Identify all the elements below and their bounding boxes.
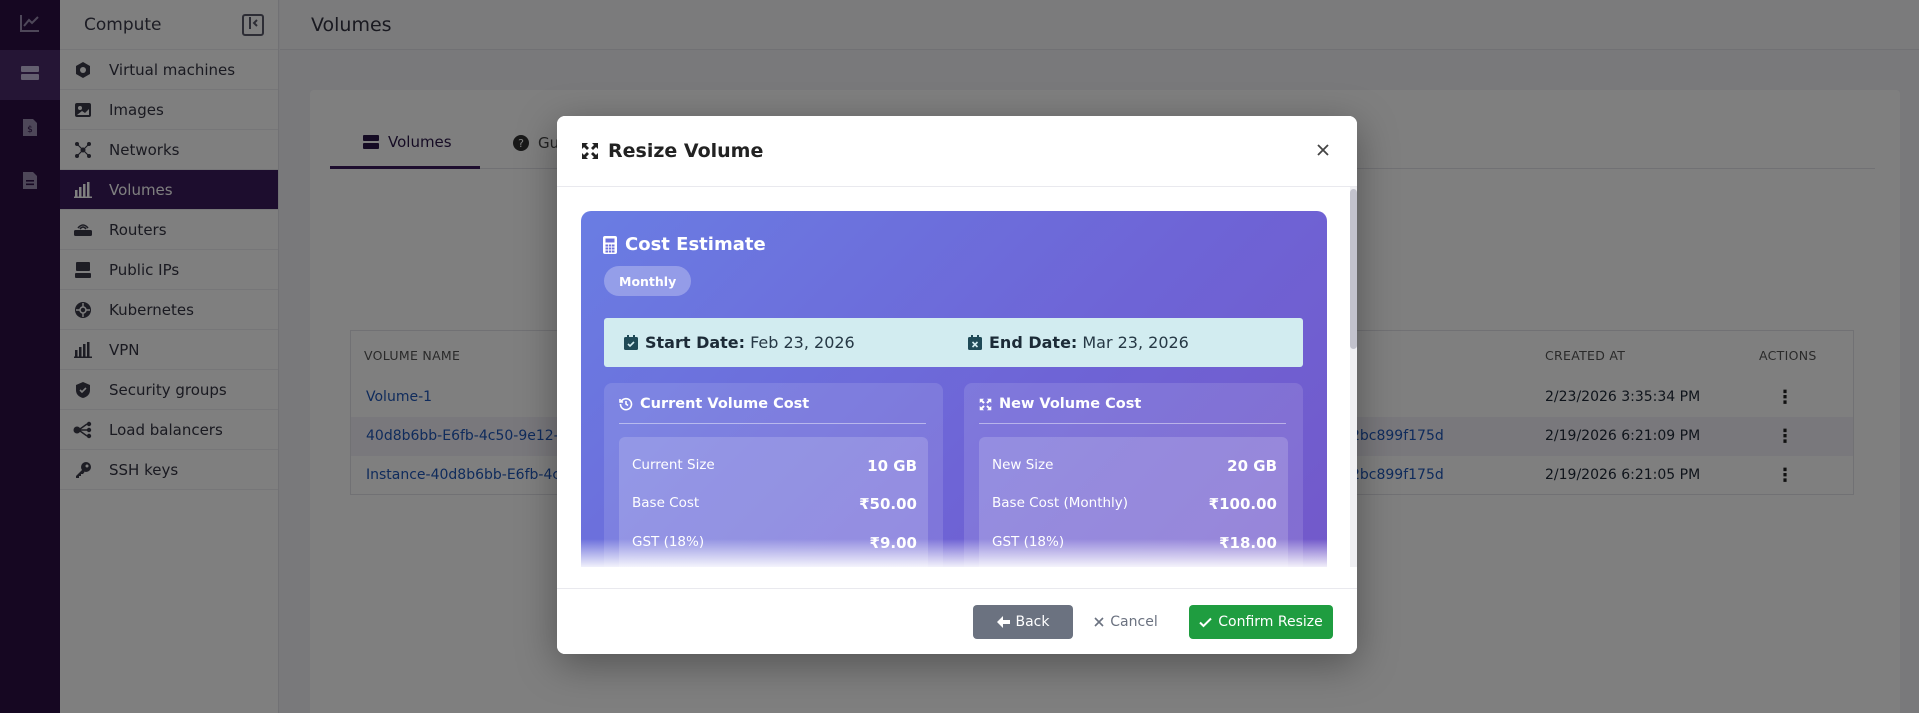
base-cost-label: Base Cost (632, 495, 700, 511)
divider (979, 423, 1286, 424)
back-button[interactable]: Back (973, 605, 1073, 639)
start-date-value: Feb 23, 2026 (750, 333, 855, 352)
new-size-value: 20 GB (1227, 457, 1277, 475)
modal-scrollbar[interactable] (1350, 187, 1357, 567)
current-volume-cost-title: Current Volume Cost (619, 396, 809, 412)
expand-arrows-icon (581, 142, 599, 160)
new-size-row: New Size 20 GB (992, 457, 1277, 475)
end-date-label: End Date: (989, 333, 1078, 352)
current-size-label: Current Size (632, 457, 715, 473)
start-date-label: Start Date: (645, 333, 746, 352)
arrow-left-icon (996, 616, 1010, 628)
confirm-resize-button[interactable]: Confirm Resize (1189, 605, 1333, 639)
calendar-x-icon (968, 335, 982, 350)
new-volume-cost-title-text: New Volume Cost (999, 396, 1142, 412)
x-icon (1094, 617, 1104, 627)
billing-period-badge: Monthly (604, 266, 692, 296)
modal-scrollbar-thumb[interactable] (1350, 189, 1357, 349)
history-icon (619, 397, 633, 411)
base-cost-monthly-label: Base Cost (Monthly) (992, 495, 1129, 511)
end-date: End Date: Mar 23, 2026 (968, 333, 1189, 352)
modal-footer: Back Cancel Confirm Resize (557, 588, 1357, 654)
cost-estimate-card: Cost Estimate Monthly Start Date: Feb 23… (581, 211, 1327, 567)
modal-title: Resize Volume (608, 140, 764, 162)
current-volume-cost-title-text: Current Volume Cost (640, 396, 810, 412)
confirm-resize-button-label: Confirm Resize (1218, 614, 1323, 630)
end-date-value: Mar 23, 2026 (1082, 333, 1189, 352)
current-size-row: Current Size 10 GB (632, 457, 917, 475)
calculator-icon (603, 235, 617, 254)
base-cost-value: ₹50.00 (859, 495, 917, 513)
start-date: Start Date: Feb 23, 2026 (624, 333, 855, 352)
cancel-button[interactable]: Cancel (1087, 605, 1165, 639)
cost-estimate-title: Cost Estimate (603, 234, 766, 255)
close-icon[interactable] (1311, 138, 1335, 162)
modal-header: Resize Volume (557, 116, 1357, 187)
new-size-label: New Size (992, 457, 1054, 473)
current-size-value: 10 GB (867, 457, 917, 475)
calendar-check-icon (624, 335, 638, 350)
billing-dates-band: Start Date: Feb 23, 2026 End Date: Mar 2… (604, 318, 1303, 367)
back-button-label: Back (1015, 614, 1050, 630)
base-cost-monthly-row: Base Cost (Monthly) ₹100.00 (992, 495, 1277, 513)
divider (619, 423, 926, 424)
modal-body: Cost Estimate Monthly Start Date: Feb 23… (557, 187, 1357, 567)
resize-volume-modal: Resize Volume Cost Estimate Monthly Star… (557, 116, 1357, 654)
base-cost-row: Base Cost ₹50.00 (632, 495, 917, 513)
expand-arrows-icon (979, 398, 992, 411)
new-volume-cost-title: New Volume Cost (979, 396, 1141, 412)
cancel-button-label: Cancel (1110, 614, 1158, 630)
scroll-fade (557, 539, 1347, 567)
base-cost-monthly-value: ₹100.00 (1208, 495, 1277, 513)
check-icon (1199, 617, 1212, 628)
cost-estimate-title-text: Cost Estimate (625, 234, 766, 255)
